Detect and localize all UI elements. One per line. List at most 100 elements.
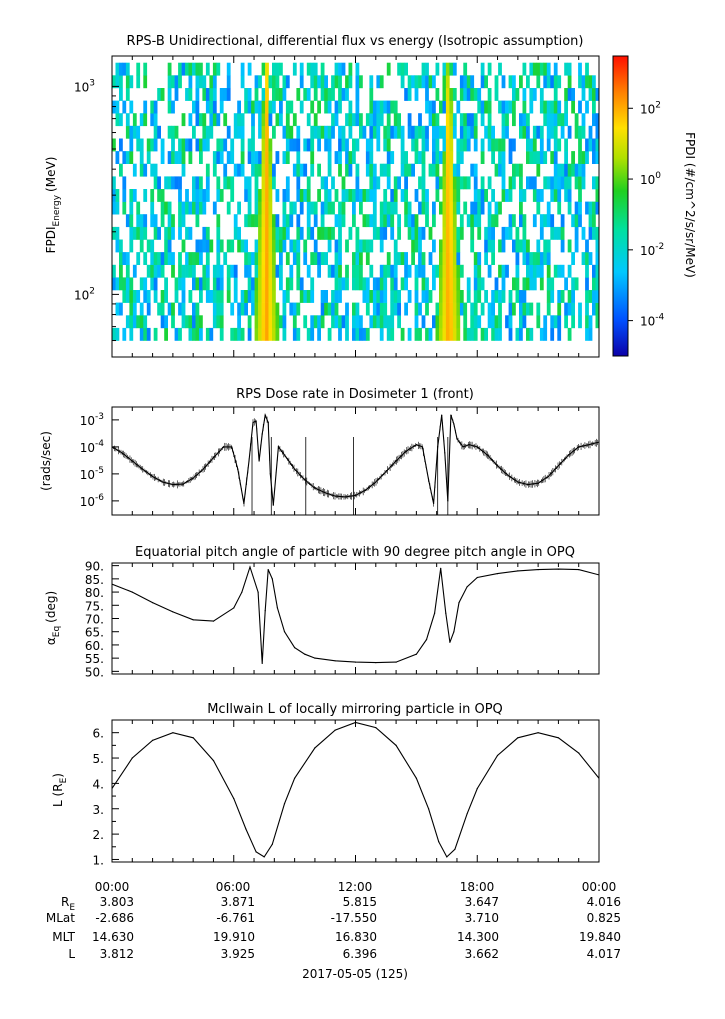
dose-line-point <box>248 460 250 462</box>
flux-cell <box>480 138 485 152</box>
flux-cell <box>199 277 203 291</box>
flux-cell <box>414 315 419 329</box>
flux-cell <box>219 315 224 329</box>
flux-cell <box>171 138 175 152</box>
flux-cell <box>442 176 447 190</box>
flux-cell <box>473 113 478 127</box>
flux-cell <box>254 264 259 278</box>
flux-cell <box>550 113 555 127</box>
flux-cell <box>501 239 506 253</box>
flux-cell <box>299 62 304 76</box>
flux-cell <box>205 125 210 139</box>
flux-cell <box>160 252 165 265</box>
spectrogram-x-ticks <box>111 56 600 357</box>
flux-cell <box>324 302 328 316</box>
flux-cell <box>216 239 221 253</box>
flux-cell <box>181 62 186 76</box>
flux-cell <box>386 252 391 265</box>
flux-cell <box>251 138 255 152</box>
flux-cell <box>233 113 238 127</box>
flux-cell <box>404 189 408 202</box>
flux-cell <box>268 302 273 316</box>
flux-cell <box>167 176 172 190</box>
flux-cell <box>320 125 325 139</box>
flux-cell <box>331 226 335 240</box>
flux-cell <box>400 75 405 89</box>
flux-cell <box>421 151 426 164</box>
flux-cell <box>588 88 593 101</box>
flux-cell <box>334 277 339 291</box>
flux-cell <box>463 176 468 190</box>
flux-cell <box>282 151 287 164</box>
pitch-x-ticks <box>111 563 600 674</box>
flux-cell <box>505 226 509 240</box>
flux-cell <box>445 327 450 341</box>
flux-cell <box>519 290 523 303</box>
flux-cell <box>592 302 596 316</box>
flux-cell <box>285 75 290 89</box>
flux-cell <box>519 75 523 89</box>
flux-cell <box>292 113 297 127</box>
flux-cell <box>258 151 262 164</box>
flux-cell <box>515 239 520 253</box>
flux-cell <box>386 176 391 190</box>
flux-cell <box>519 214 523 228</box>
flux-cell <box>365 327 370 341</box>
flux-cell <box>272 239 276 253</box>
pitch-line-point <box>241 591 243 593</box>
flux-cell <box>372 189 377 202</box>
flux-cell <box>588 138 593 152</box>
flux-cell <box>334 252 339 265</box>
flux-cell <box>317 138 321 152</box>
flux-cell <box>560 176 565 190</box>
flux-cell <box>240 163 245 177</box>
flux-cell <box>119 75 123 89</box>
flux-cell <box>592 88 596 101</box>
flux-cell <box>167 252 172 265</box>
flux-cell <box>508 214 513 228</box>
colorbar-tick-label: 102 <box>640 100 661 116</box>
flux-cell <box>125 315 130 329</box>
ephemeris-re: 3.871 <box>221 895 255 909</box>
flux-cell <box>445 201 450 215</box>
flux-cell <box>313 239 318 253</box>
flux-cell <box>407 226 412 240</box>
flux-cell <box>379 264 384 278</box>
flux-cell <box>171 100 175 114</box>
flux-cell <box>501 277 506 291</box>
flux-cell <box>564 189 568 202</box>
flux-cell <box>352 113 356 127</box>
flux-cell <box>484 239 488 253</box>
flux-cell <box>362 239 367 253</box>
flux-cell <box>237 315 241 329</box>
flux-cell <box>178 226 182 240</box>
flux-cell <box>508 226 513 240</box>
flux-cell <box>282 201 287 215</box>
flux-cell <box>185 264 189 278</box>
flux-cell <box>119 62 123 76</box>
flux-cell <box>522 302 527 316</box>
flux-cell <box>397 302 401 316</box>
flux-cell <box>233 327 238 341</box>
flux-cell <box>272 125 276 139</box>
flux-cell <box>303 315 308 329</box>
flux-cell <box>310 290 315 303</box>
flux-cell <box>143 189 148 202</box>
pitch-line-point <box>458 602 460 604</box>
flux-cell <box>459 125 464 139</box>
flux-cell <box>125 252 130 265</box>
flux-cell <box>588 315 593 329</box>
flux-cell <box>553 163 558 177</box>
flux-cell <box>185 88 189 101</box>
dose-line-point <box>415 444 417 446</box>
flux-cell <box>404 201 408 215</box>
mcilwain-line-point <box>395 744 397 747</box>
flux-cell <box>334 62 339 76</box>
flux-cell <box>279 100 283 114</box>
flux-cell <box>306 327 311 341</box>
flux-cell <box>112 138 116 152</box>
flux-cell <box>247 327 252 341</box>
flux-cell <box>317 315 321 329</box>
flux-cell <box>254 163 259 177</box>
flux-cell <box>539 151 544 164</box>
